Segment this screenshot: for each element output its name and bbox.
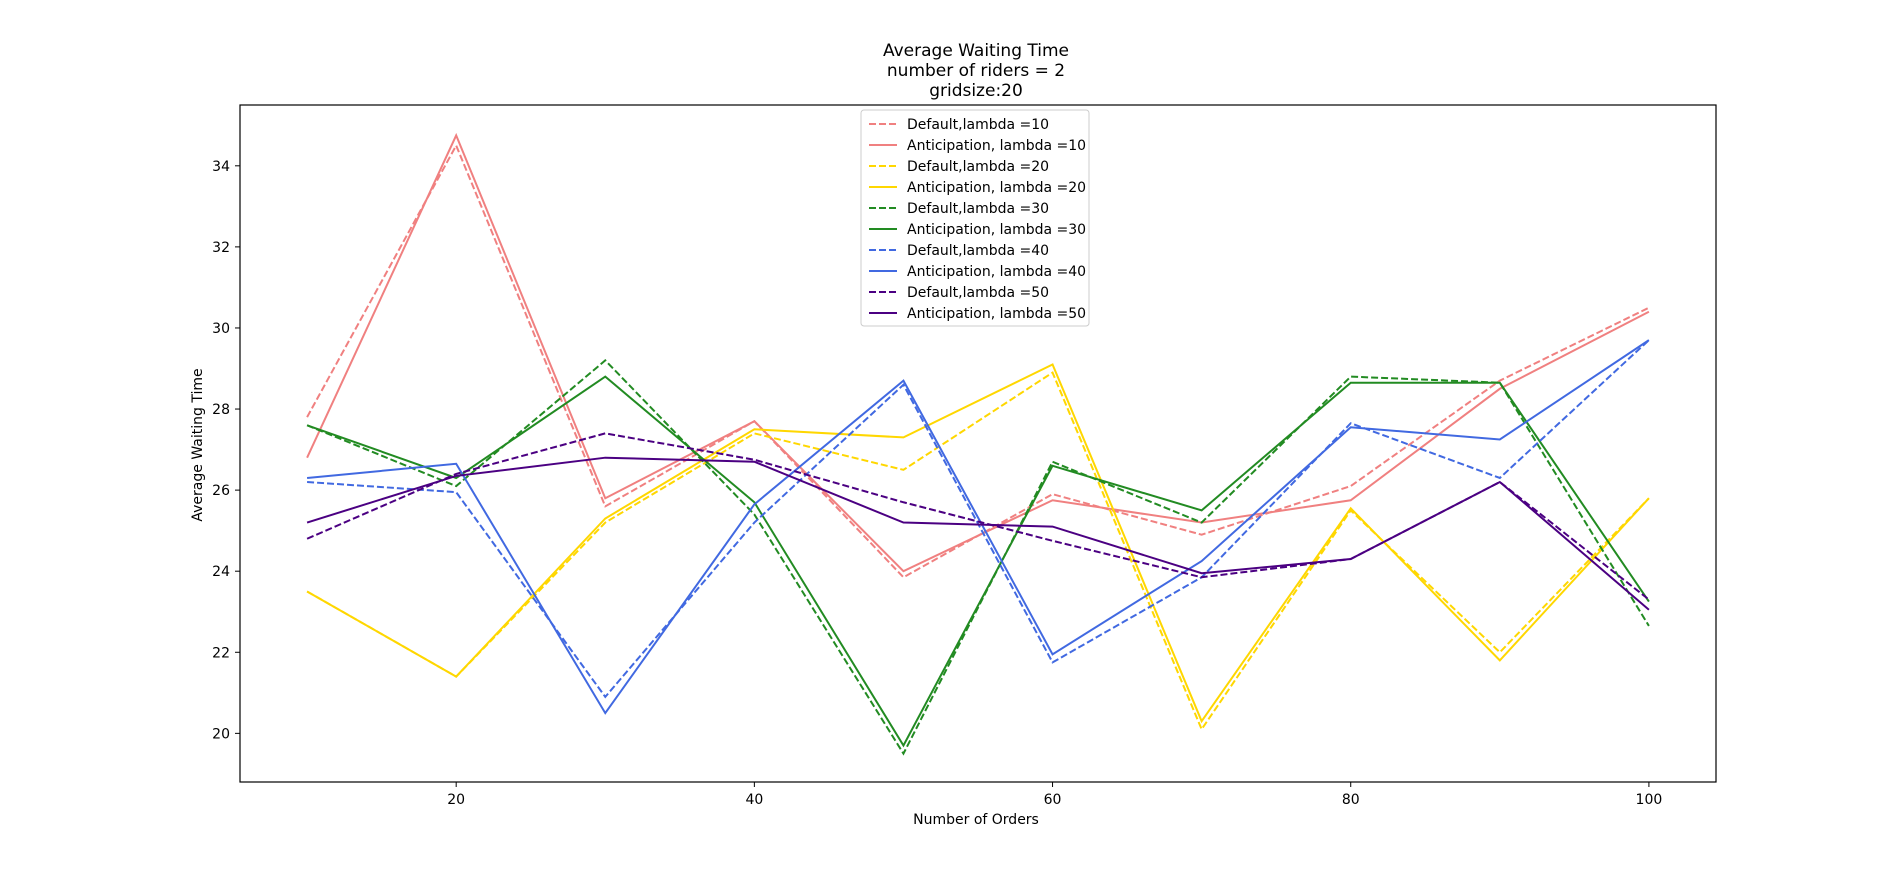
- legend-label-4: Anticipation, lambda =20: [907, 180, 1086, 196]
- legend-label-5: Default,lambda =30: [907, 201, 1049, 217]
- x-tick-label: 80: [1342, 792, 1360, 808]
- x-tick-label: 40: [745, 792, 763, 808]
- plot-area-frame: [239, 104, 1717, 783]
- legend-box: [860, 109, 1090, 327]
- y-tick-label: 20: [212, 726, 230, 742]
- legend-label-3: Default,lambda =20: [907, 159, 1049, 175]
- y-tick-label: 34: [212, 159, 230, 175]
- legend-label-9: Default,lambda =50: [907, 285, 1049, 301]
- series-line-5: [306, 359, 1650, 756]
- legend-label-2: Anticipation, lambda =10: [907, 138, 1086, 154]
- y-tick-label: 28: [212, 402, 230, 418]
- series-line-4: [306, 363, 1650, 724]
- series-line-10: [306, 456, 1650, 611]
- y-tick-label: 24: [212, 564, 230, 580]
- x-axis-ticks: 20 40 60 80 100: [447, 782, 1662, 808]
- series-line-2: [306, 132, 1650, 573]
- plot-series: [306, 132, 1650, 756]
- x-tick-label: 60: [1044, 792, 1062, 808]
- legend-label-1: Default,lambda =10: [907, 117, 1049, 133]
- chart-legend: Default,lambda =10 Anticipation, lambda =…: [860, 109, 1090, 327]
- series-line-3: [306, 371, 1650, 732]
- x-tick-label: 20: [447, 792, 465, 808]
- chart-title-line-2: number of riders = 2: [887, 61, 1065, 81]
- y-tick-label: 30: [212, 321, 230, 337]
- series-line-8: [306, 339, 1650, 715]
- legend-label-8: Anticipation, lambda =40: [907, 264, 1086, 280]
- x-axis-label: Number of Orders: [913, 812, 1039, 828]
- legend-label-10: Anticipation, lambda =50: [907, 306, 1086, 322]
- y-tick-label: 32: [212, 240, 230, 256]
- chart-title: Average Waiting Time number of riders = …: [883, 41, 1069, 101]
- chart-title-line-1: Average Waiting Time: [883, 41, 1069, 61]
- legend-label-7: Default,lambda =40: [907, 243, 1049, 259]
- y-axis-ticks: 20 22 24 26 28 30 32 34: [212, 159, 240, 742]
- chart-title-line-3: gridsize:20: [929, 81, 1023, 101]
- y-tick-label: 22: [212, 645, 230, 661]
- series-line-6: [306, 375, 1650, 748]
- legend-label-6: Anticipation, lambda =30: [907, 222, 1086, 238]
- y-axis-label: Average Waiting Time: [190, 368, 206, 521]
- x-tick-label: 100: [1636, 792, 1663, 808]
- y-tick-label: 26: [212, 483, 230, 499]
- series-line-7: [307, 339, 1650, 699]
